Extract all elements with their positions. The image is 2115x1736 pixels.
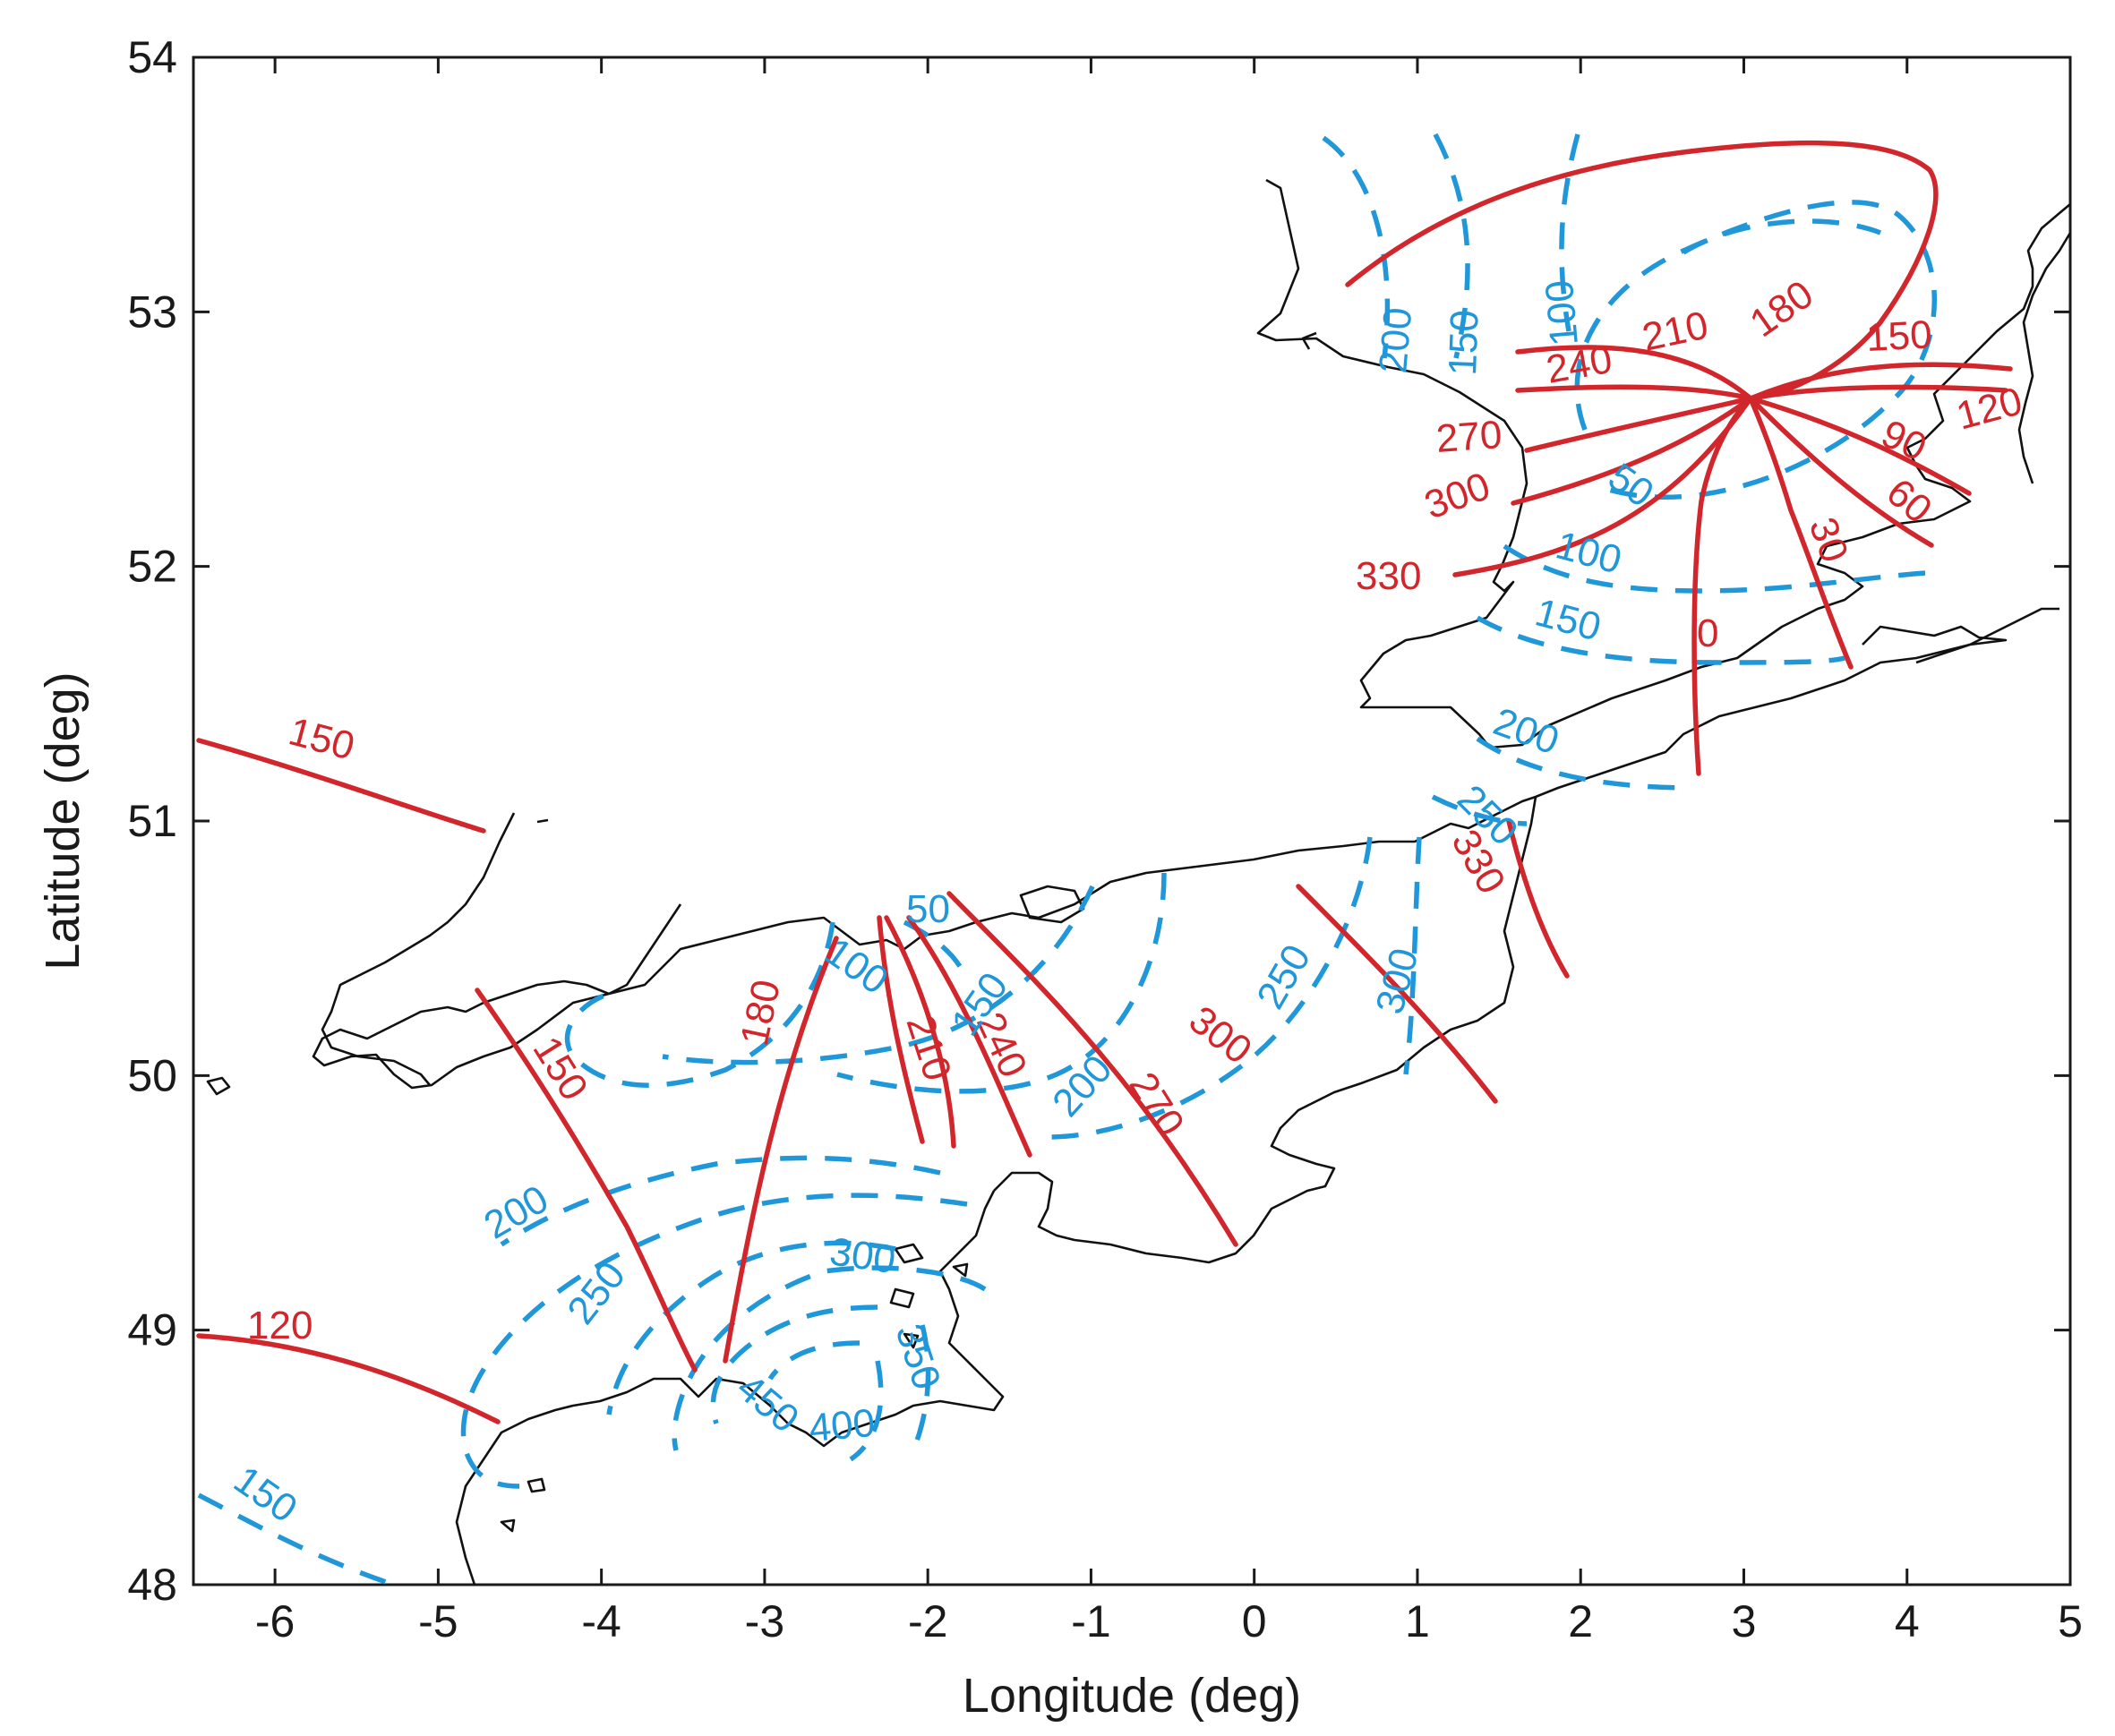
cotidal-line [1515, 384, 1753, 401]
y-tick-label: 49 [127, 1305, 177, 1355]
cotidal-line [1691, 396, 1753, 776]
coamplitude-line [767, 1340, 861, 1381]
coamplitude-line [564, 921, 835, 1088]
coamplitude-line [460, 1193, 968, 1489]
amplitude-label: 50 [906, 887, 950, 931]
coastline-wales [321, 812, 516, 1086]
cotidal-line [1524, 396, 1753, 453]
coamplitude-line [500, 1155, 941, 1247]
cotidal-line [1515, 345, 1753, 401]
cotidal-line [1748, 396, 1854, 670]
phase-label: 0 [1697, 611, 1718, 655]
cotidal-line [946, 891, 1238, 1247]
y-axis-label: Latitude (deg) [36, 671, 90, 970]
coamplitude-line [849, 1360, 884, 1462]
coamplitude-line [606, 1240, 896, 1415]
y-tick-label: 54 [127, 32, 177, 82]
amplitude-label: 400 [808, 1401, 877, 1450]
coamplitude-line [1476, 736, 1693, 791]
cotidal-line [1748, 384, 2008, 401]
cotidal-line [1296, 884, 1498, 1104]
phase-label: 330 [1356, 554, 1421, 598]
x-tick-label: -2 [908, 1596, 947, 1646]
cotidal-line [1748, 396, 1972, 496]
x-tick-label: -6 [255, 1596, 295, 1646]
phase-label: 150 [1865, 312, 1933, 360]
cotidal-line [1452, 396, 1753, 577]
coamplitude-line [911, 1324, 931, 1452]
amplitude-label: 150 [1441, 309, 1487, 376]
coastline-east-england [1256, 178, 2071, 749]
cotidal-line [475, 988, 698, 1373]
phase-label: 270 [1434, 413, 1503, 461]
plot-area [192, 56, 2072, 1586]
coamplitude-line [197, 1492, 395, 1587]
coamplitude-line [710, 1304, 878, 1424]
x-tick-label: -4 [581, 1596, 621, 1646]
y-tick-label: 48 [127, 1560, 177, 1610]
x-tick-label: -5 [418, 1596, 458, 1646]
x-tick-label: 5 [2058, 1596, 2083, 1646]
cotidal-line [1748, 362, 2013, 401]
coamplitude-line [1322, 135, 1391, 359]
coastline-brittany [455, 1190, 1005, 1586]
x-tick-label: 3 [1732, 1596, 1757, 1646]
coastline-normandy [993, 796, 1537, 1264]
cotidal-line [906, 915, 1032, 1158]
coamplitude-line [1431, 794, 1528, 826]
cotidal-line [1748, 396, 1934, 548]
x-tick-labels: -6 -5 -4 -3 -2 -1 0 1 2 3 4 5 [255, 1596, 2083, 1646]
coastlines [206, 178, 2072, 1586]
x-tick-label: -1 [1071, 1596, 1110, 1646]
y-tick-label: 51 [127, 796, 177, 846]
x-tick-label: 2 [1568, 1596, 1593, 1646]
x-axis-label: Longitude (deg) [963, 1669, 1301, 1723]
tick-marks [193, 56, 2072, 1586]
cotidal-line [196, 738, 486, 834]
y-tick-label: 52 [127, 542, 177, 592]
coamplitude-line [1503, 543, 1926, 594]
amplitude-label: 300 [827, 1229, 899, 1282]
amplitude-label: 200 [1371, 305, 1420, 374]
coamplitude-line [1559, 133, 1580, 332]
x-tick-label: -3 [745, 1596, 784, 1646]
cotidal-line [877, 915, 925, 1144]
amplitude-label: 100 [1537, 278, 1587, 347]
coastline-scilly [206, 1076, 231, 1096]
cotidal-line [723, 936, 839, 1364]
cotidal-phase-lines [196, 140, 2013, 1424]
x-tick-label: 1 [1405, 1596, 1430, 1646]
coamplitude-line [672, 1265, 987, 1451]
y-tick-labels: 48 49 50 51 52 53 54 [127, 32, 177, 1610]
coastline-wales-tip [536, 818, 549, 824]
y-tick-label: 50 [127, 1050, 177, 1100]
coamplitude-line [1682, 218, 1882, 255]
coastline-netherlands [2017, 232, 2072, 484]
coastline-thames [1862, 625, 2008, 664]
coastline-norfolk-bay [1301, 331, 1317, 350]
cotidal-line [1511, 396, 1753, 506]
cotidal-line [884, 915, 956, 1149]
coamplitude-line [1574, 200, 1938, 500]
x-tick-label: 4 [1895, 1596, 1920, 1646]
cotidal-line [196, 1333, 501, 1424]
cotidal-line [1506, 818, 1570, 979]
phase-label: 120 [247, 1304, 313, 1347]
coamplitude-line [836, 872, 1167, 1094]
coastline-sw-england [312, 808, 1505, 1090]
x-tick-label: 0 [1242, 1596, 1267, 1646]
y-tick-label: 53 [127, 286, 177, 337]
coamplitude-line [1047, 836, 1373, 1140]
coamplitude-line [1433, 133, 1470, 359]
coastline-channel-islands [889, 1243, 969, 1349]
coastline-brittany-islands [500, 1477, 546, 1533]
cotidal-line [1345, 140, 1939, 401]
